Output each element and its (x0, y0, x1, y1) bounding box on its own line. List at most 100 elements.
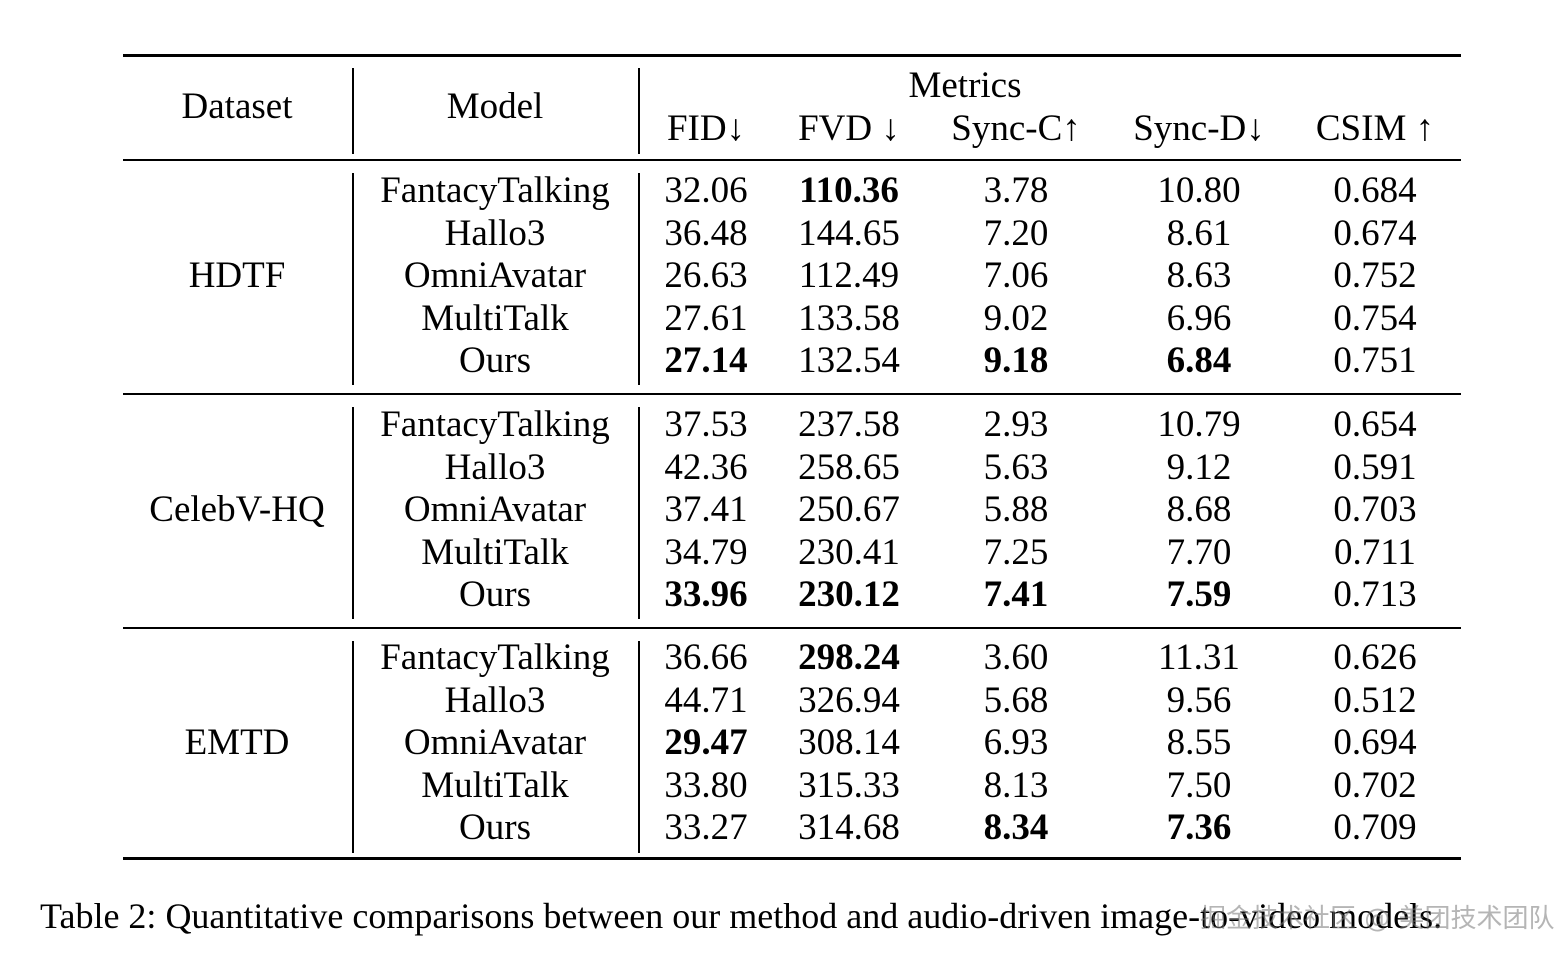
metric-value: 7.50 (1166, 764, 1232, 806)
metric-value: 326.94 (798, 679, 900, 721)
metric-value: 5.63 (983, 446, 1049, 488)
metric-value: 27.61 (664, 297, 748, 339)
model-name: Hallo3 (444, 679, 546, 721)
metric-value: 36.48 (664, 212, 748, 254)
metric-value: 42.36 (664, 446, 748, 488)
watermark: 掘金技术社区 @ 美团技术团队 (1200, 904, 1555, 934)
group3-vline-right (638, 641, 640, 853)
metric-value: 315.33 (798, 764, 900, 806)
metric-value: 0.591 (1333, 446, 1417, 488)
metric-value: 7.41 (983, 574, 1049, 616)
model-name: FantacyTalking (380, 404, 610, 445)
metric-value: 0.702 (1333, 764, 1417, 806)
dataset-label: EMTD (184, 722, 290, 764)
metric-value: 230.12 (798, 574, 900, 616)
metric-value: 3.78 (983, 170, 1049, 211)
header-metric-fvd: FVD ↓ (798, 108, 900, 149)
header-metric-sync-d: Sync-D↓ (1133, 108, 1265, 149)
metric-value: 11.31 (1158, 637, 1240, 678)
metric-value: 29.47 (664, 722, 748, 764)
metric-value: 0.713 (1333, 574, 1417, 616)
group-rule-2 (123, 627, 1461, 629)
metric-value: 44.71 (664, 679, 748, 721)
group2-vline-left (352, 407, 354, 619)
metric-value: 7.20 (983, 212, 1049, 254)
group1-vline-right (638, 173, 640, 385)
metric-value: 6.96 (1166, 297, 1232, 339)
metric-value: 0.752 (1333, 255, 1417, 297)
metric-value: 132.54 (798, 340, 900, 382)
model-name: Hallo3 (444, 446, 546, 488)
metric-value: 298.24 (798, 637, 900, 678)
metric-value: 0.674 (1333, 212, 1417, 254)
header-metric-fid: FID↓ (666, 108, 746, 149)
metric-value: 5.88 (983, 489, 1049, 531)
metric-value: 3.60 (983, 637, 1049, 678)
metric-value: 9.18 (983, 340, 1049, 382)
metric-value: 37.41 (664, 489, 748, 531)
metric-value: 8.55 (1166, 722, 1232, 764)
metric-value: 8.61 (1166, 212, 1232, 254)
metric-value: 10.80 (1157, 170, 1241, 211)
metric-value: 26.63 (664, 255, 748, 297)
metric-value: 33.96 (664, 574, 748, 616)
model-name: Ours (459, 340, 531, 382)
metric-value: 8.13 (983, 764, 1049, 806)
metric-value: 6.84 (1166, 340, 1232, 382)
header-dataset: Dataset (181, 86, 293, 127)
metric-value: 36.66 (664, 637, 748, 678)
dataset-label: HDTF (188, 255, 286, 297)
metric-value: 0.684 (1333, 170, 1417, 211)
metric-value: 133.58 (798, 297, 900, 339)
metric-value: 314.68 (798, 807, 900, 849)
header-vline-right (638, 68, 640, 154)
metric-value: 0.654 (1333, 404, 1417, 445)
model-name: MultiTalk (421, 297, 569, 339)
metric-value: 34.79 (664, 531, 748, 573)
metric-value: 32.06 (664, 170, 748, 211)
model-name: MultiTalk (421, 531, 569, 573)
metric-value: 2.93 (983, 404, 1049, 445)
metric-value: 33.27 (664, 807, 748, 849)
header-rule (123, 159, 1461, 161)
metric-value: 8.68 (1166, 489, 1232, 531)
header-vline-left (352, 68, 354, 154)
model-name: OmniAvatar (403, 489, 587, 531)
metric-value: 6.93 (983, 722, 1049, 764)
metric-value: 230.41 (798, 531, 900, 573)
model-name: Ours (459, 807, 531, 849)
metric-value: 258.65 (798, 446, 900, 488)
metric-value: 33.80 (664, 764, 748, 806)
metric-value: 7.36 (1166, 807, 1232, 849)
group-rule-1 (123, 393, 1461, 395)
metric-value: 8.63 (1166, 255, 1232, 297)
group2-vline-right (638, 407, 640, 619)
metric-value: 0.711 (1334, 531, 1416, 573)
model-name: FantacyTalking (380, 170, 610, 211)
metric-value: 7.59 (1166, 574, 1232, 616)
model-name: OmniAvatar (403, 722, 587, 764)
metric-value: 237.58 (798, 404, 900, 445)
metric-value: 8.34 (983, 807, 1049, 849)
metric-value: 7.06 (983, 255, 1049, 297)
metric-value: 0.512 (1333, 679, 1417, 721)
metric-value: 308.14 (798, 722, 900, 764)
metric-value: 144.65 (798, 212, 900, 254)
metric-value: 110.36 (799, 170, 899, 211)
model-name: MultiTalk (421, 764, 569, 806)
metric-value: 7.70 (1166, 531, 1232, 573)
model-name: Ours (459, 574, 531, 616)
metric-value: 5.68 (983, 679, 1049, 721)
metric-value: 27.14 (664, 340, 748, 382)
header-model: Model (446, 86, 544, 127)
metric-value: 0.626 (1333, 637, 1417, 678)
metric-value: 250.67 (798, 489, 900, 531)
header-metric-sync-c: Sync-C↑ (951, 108, 1081, 149)
header-metrics-group: Metrics (908, 65, 1022, 106)
bottom-rule (123, 857, 1461, 860)
metric-value: 10.79 (1157, 404, 1241, 445)
metric-value: 0.754 (1333, 297, 1417, 339)
metric-value: 112.49 (798, 255, 900, 297)
metric-value: 9.12 (1166, 446, 1232, 488)
table-caption: Table 2: Quantitative comparisons betwee… (40, 896, 1443, 936)
